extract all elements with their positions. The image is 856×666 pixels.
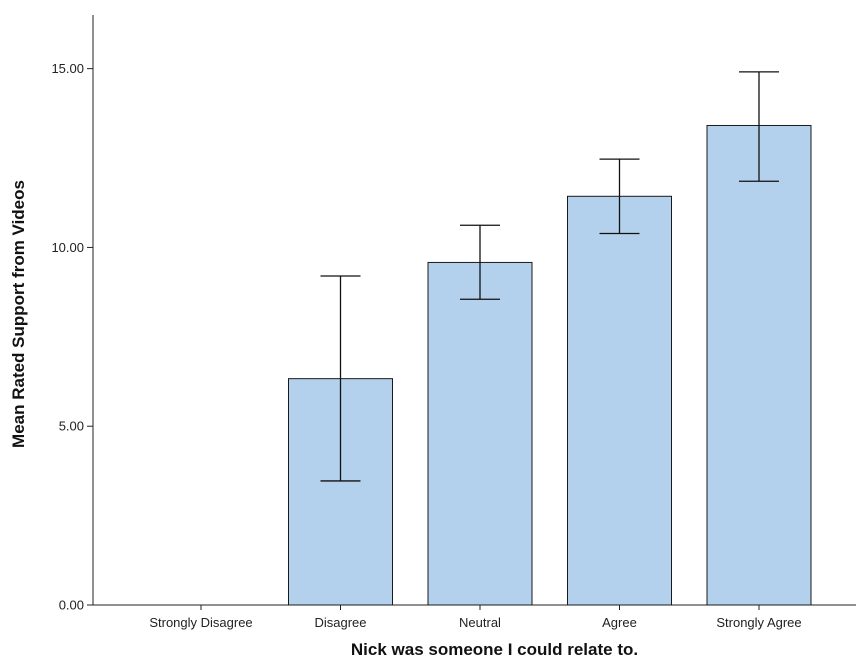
x-category-label: Strongly Agree (716, 615, 801, 630)
error-bars (320, 71, 779, 482)
error-bar (599, 158, 640, 235)
error-bar (320, 275, 361, 482)
bar (427, 261, 533, 606)
error-bar (739, 71, 779, 182)
x-category-label: Strongly Disagree (149, 615, 252, 630)
y-tick-label: 5.00 (59, 419, 84, 434)
x-category-label: Agree (602, 615, 637, 630)
bar (567, 195, 672, 606)
x-axis-category-labels: Strongly Disagree Disagree Neutral Agree Str… (149, 605, 802, 630)
error-bar (460, 224, 500, 300)
x-category-label: Neutral (459, 615, 501, 630)
x-axis-title: Nick was someone I could relate to. (351, 640, 638, 659)
y-tick-label: 10.00 (51, 240, 84, 255)
y-axis-ticks: 0.00 5.00 10.00 15.00 (51, 61, 93, 613)
y-axis-title: Mean Rated Support from Videos (9, 180, 28, 448)
y-tick-label: 0.00 (59, 598, 84, 613)
bar (706, 124, 812, 606)
bars (288, 124, 812, 606)
x-category-label: Disagree (314, 615, 366, 630)
y-tick-label: 15.00 (51, 61, 84, 76)
